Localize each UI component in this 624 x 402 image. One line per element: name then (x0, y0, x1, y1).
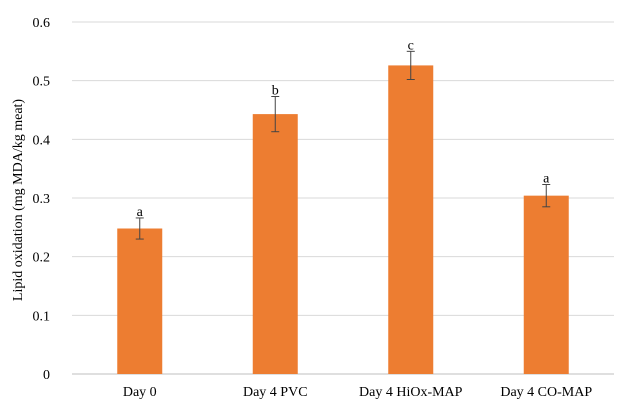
y-axis-title: Lipid oxidation (mg MDA/kg meat) (11, 99, 26, 302)
y-tick-label: 0.6 (33, 16, 51, 31)
x-tick-label: Day 4 HiOx-MAP (359, 385, 463, 400)
significance-label: a (543, 172, 550, 187)
x-tick-label: Day 0 (123, 385, 157, 400)
y-tick-label: 0.3 (33, 192, 51, 207)
y-tick-label: 0.5 (33, 75, 51, 90)
y-tick-label: 0.4 (33, 133, 51, 148)
y-tick-label: 0 (43, 368, 50, 383)
gridlines (72, 21, 614, 375)
significance-label: b (272, 84, 279, 99)
x-tick-labels: Day 0 Day 4 PVC Day 4 HiOx-MAP Day 4 CO-MAP (123, 385, 593, 400)
bars (117, 65, 569, 375)
x-tick-label: Day 4 PVC (243, 385, 308, 400)
x-tick-label: Day 4 CO-MAP (500, 385, 592, 400)
bar (523, 195, 569, 374)
error-bars (135, 50, 551, 240)
bar (388, 65, 434, 374)
y-tick-label: 0.2 (33, 251, 51, 266)
significance-label: c (408, 38, 414, 53)
significance-labels: a b c a (137, 38, 551, 220)
y-tick-labels: 0 0.1 0.2 0.3 0.4 0.5 0.6 (33, 16, 51, 383)
bar (117, 228, 163, 374)
significance-label: a (137, 205, 144, 220)
y-tick-label: 0.1 (33, 309, 51, 324)
bar (252, 114, 298, 375)
